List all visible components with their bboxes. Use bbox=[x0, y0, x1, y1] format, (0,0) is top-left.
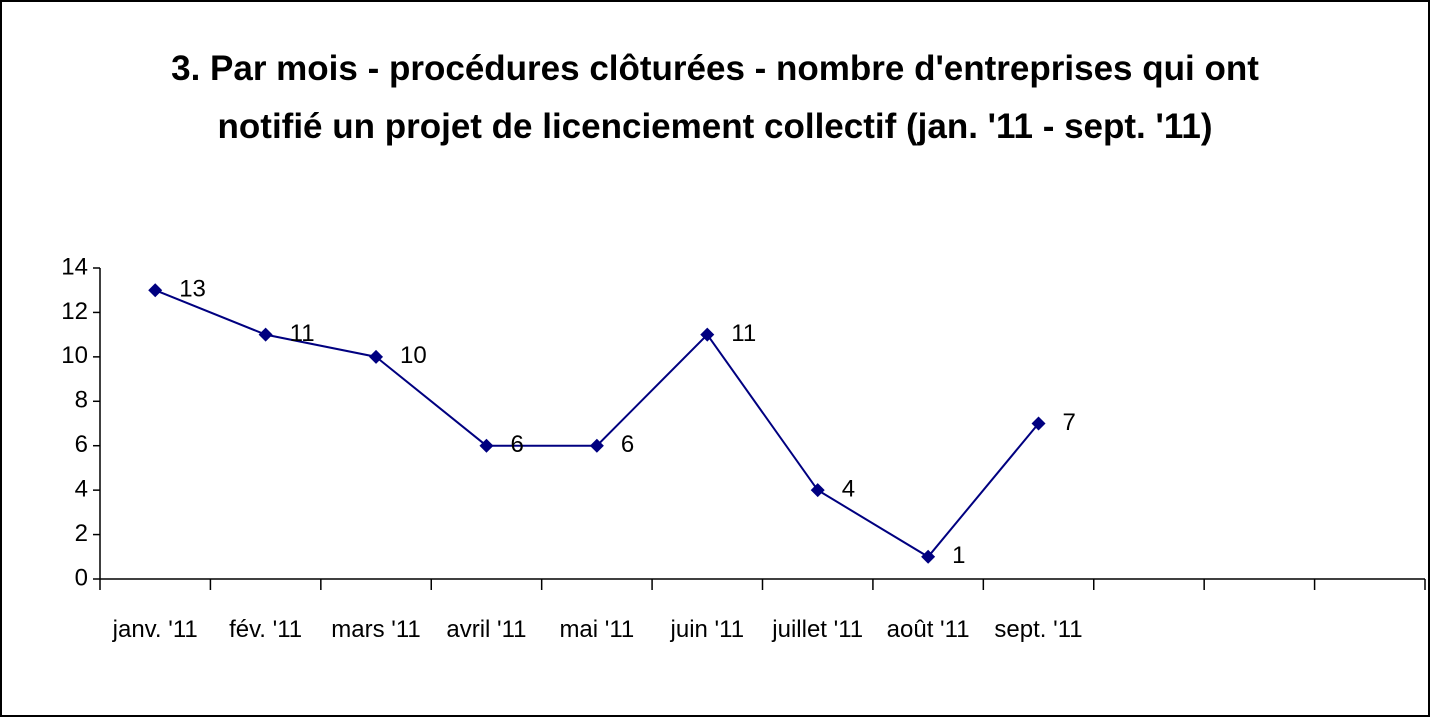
data-point bbox=[1031, 416, 1046, 431]
data-point bbox=[921, 549, 936, 564]
y-tick-label: 2 bbox=[75, 520, 88, 547]
x-tick-label: sept. '11 bbox=[994, 616, 1083, 643]
y-tick-label: 0 bbox=[75, 564, 88, 591]
data-point bbox=[369, 349, 384, 364]
x-tick-label: fév. '11 bbox=[229, 616, 303, 643]
x-tick-label: août '11 bbox=[886, 616, 970, 643]
data-point bbox=[258, 327, 273, 342]
y-tick-label: 6 bbox=[75, 431, 88, 458]
data-label: 11 bbox=[290, 320, 315, 347]
y-tick-label: 10 bbox=[61, 342, 88, 369]
data-label: 1 bbox=[952, 542, 965, 569]
chart-title: 3. Par mois - procédures clôturées - nom… bbox=[171, 49, 1259, 146]
x-tick-label: avril '11 bbox=[446, 616, 527, 643]
y-tick-label: 14 bbox=[61, 253, 88, 280]
data-label: 11 bbox=[731, 320, 756, 347]
x-tick-label: juin '11 bbox=[670, 616, 745, 643]
x-tick-label: juillet '11 bbox=[772, 616, 864, 643]
data-point bbox=[589, 438, 604, 453]
data-label: 7 bbox=[1063, 409, 1076, 436]
data-point bbox=[810, 483, 825, 498]
x-tick-label: mars '11 bbox=[331, 616, 421, 643]
data-label: 6 bbox=[510, 431, 523, 458]
data-label: 13 bbox=[179, 276, 206, 303]
data-point bbox=[479, 438, 494, 453]
data-label: 10 bbox=[400, 342, 427, 369]
series-line bbox=[154, 289, 1040, 559]
data-point bbox=[700, 327, 715, 342]
data-label: 4 bbox=[842, 475, 855, 502]
x-tick-label: mai '11 bbox=[559, 616, 635, 643]
data-label: 6 bbox=[621, 431, 634, 458]
data-point bbox=[148, 283, 163, 298]
y-tick-label: 12 bbox=[61, 298, 88, 325]
y-tick-label: 4 bbox=[75, 475, 88, 502]
y-tick-label: 8 bbox=[75, 387, 88, 414]
x-tick-label: janv. '11 bbox=[112, 616, 198, 643]
